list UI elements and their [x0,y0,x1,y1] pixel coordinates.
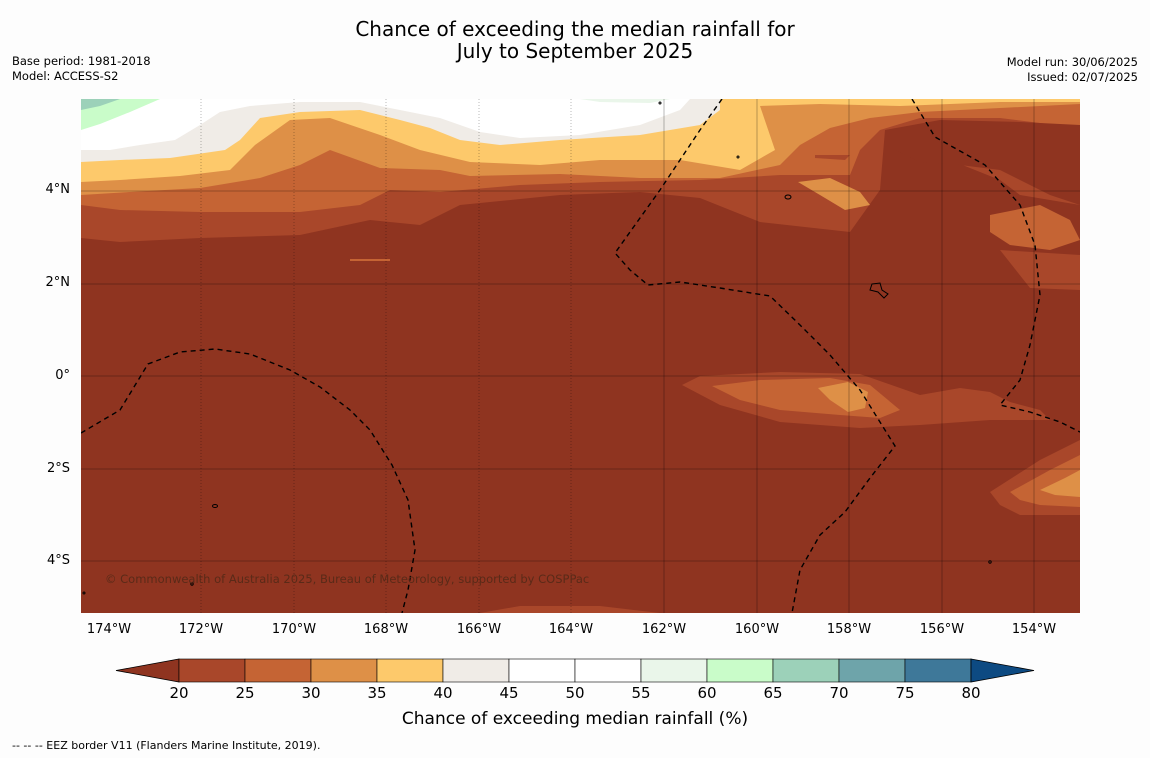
islands [82,101,992,595]
lon-label-166W: 166°W [456,622,502,637]
colorbar-tick-label: 75 [895,684,915,702]
eez-border-west [81,348,416,613]
lat-label-4S: 4°S [46,553,70,568]
contour-patch-small [798,178,870,210]
colorbar-tick-label: 35 [367,684,387,702]
colorbar-segment [706,658,774,683]
colorbar-tick-label: 55 [631,684,651,702]
eez-borders [81,99,1080,613]
colorbar-tick-label: 70 [829,684,849,702]
colorbar-tick-label: 40 [433,684,453,702]
island-6 [988,560,992,564]
island-5 [736,155,740,159]
contour-patch-small2 [815,155,850,160]
lon-label-154W: 154°W [1011,622,1057,637]
colorbar-segment [442,658,510,683]
contour-ne-patch [990,205,1080,250]
colorbar-segment [640,658,708,683]
model-name: Model: ACCESS-S2 [12,69,119,83]
colorbar-segment [508,658,576,683]
eez-border-east-2 [911,99,1080,433]
colorbar-tick-label: 45 [499,684,519,702]
title-line-1: Chance of exceeding the median rainfall … [355,17,795,41]
island-4 [658,101,662,105]
eez-footnote: -- -- -- EEZ border V11 (Flanders Marine… [12,739,321,752]
contour-e-band [1000,250,1080,290]
colorbar-segment [244,658,312,683]
colorbar-tick-label: 30 [301,684,321,702]
issued-date: Issued: 02/07/2025 [1027,70,1138,84]
map-title: Chance of exceeding the median rainfall … [0,18,1150,62]
colorbar-segment [310,658,378,683]
contour-60-65 [81,99,160,130]
contour-50-55 [81,99,690,150]
colorbar-segment [376,658,444,683]
lon-label-160W: 160°W [734,622,780,637]
colorbar-segment [178,658,246,683]
island-3 [212,504,218,508]
lon-label-168W: 168°W [363,622,409,637]
model-run: Model run: 30/06/2025 [1006,55,1138,69]
contour-bottom [480,606,660,613]
meta-left: Base period: 1981-2018 Model: ACCESS-S2 [12,54,151,84]
contour-ne-core [885,120,1080,205]
colorbar-extend-high [970,658,1035,683]
lat-label-0: 0° [55,368,70,383]
island-8 [82,591,86,595]
colorbar-segment [838,658,906,683]
lat-label-2N: 2°N [45,275,71,290]
copyright-notice: © Commonwealth of Australia 2025, Bureau… [105,572,590,586]
colorbar-tick-label: 20 [169,684,189,702]
colorbar-tick-label: 60 [697,684,717,702]
colorbar-segment [772,658,840,683]
contour-light-strip [580,99,670,103]
colorbar-label: Chance of exceeding median rainfall (%) [401,709,749,729]
lat-label-2S: 2°S [46,461,70,476]
lon-label-172W: 172°W [178,622,224,637]
colorbar-tick-label: 80 [961,684,981,702]
meta-right: Model run: 30/06/2025 Issued: 02/07/2025 [1007,55,1138,85]
graticule [81,99,1080,613]
colorbar [115,658,1035,683]
contour-se-35 [1040,470,1080,497]
lon-label-156W: 156°W [919,622,965,637]
colorbar-tick-label: 50 [565,684,585,702]
base-period: Base period: 1981-2018 [12,54,151,68]
eez-border-east-1 [614,99,896,613]
lon-label-170W: 170°W [271,622,317,637]
map-contours [81,99,1080,613]
island-2 [784,194,792,200]
title-line-2: July to September 2025 [456,39,694,63]
colorbar-segment [904,658,972,683]
lon-label-164W: 164°W [548,622,594,637]
lat-label-4N: 4°N [45,182,71,197]
contour-eq-35 [818,382,868,412]
contour-65-70 [81,99,120,110]
colorbar-tick-label: 25 [235,684,255,702]
island-1 [869,282,889,299]
colorbar-segment [574,658,642,683]
contour-40-45 [81,99,1080,182]
colorbar-extend-low [115,658,180,683]
lon-label-162W: 162°W [641,622,687,637]
colorbar-tick-label: 65 [763,684,783,702]
lon-label-158W: 158°W [826,622,872,637]
lon-label-174W: 174°W [86,622,132,637]
island-7 [190,582,194,586]
